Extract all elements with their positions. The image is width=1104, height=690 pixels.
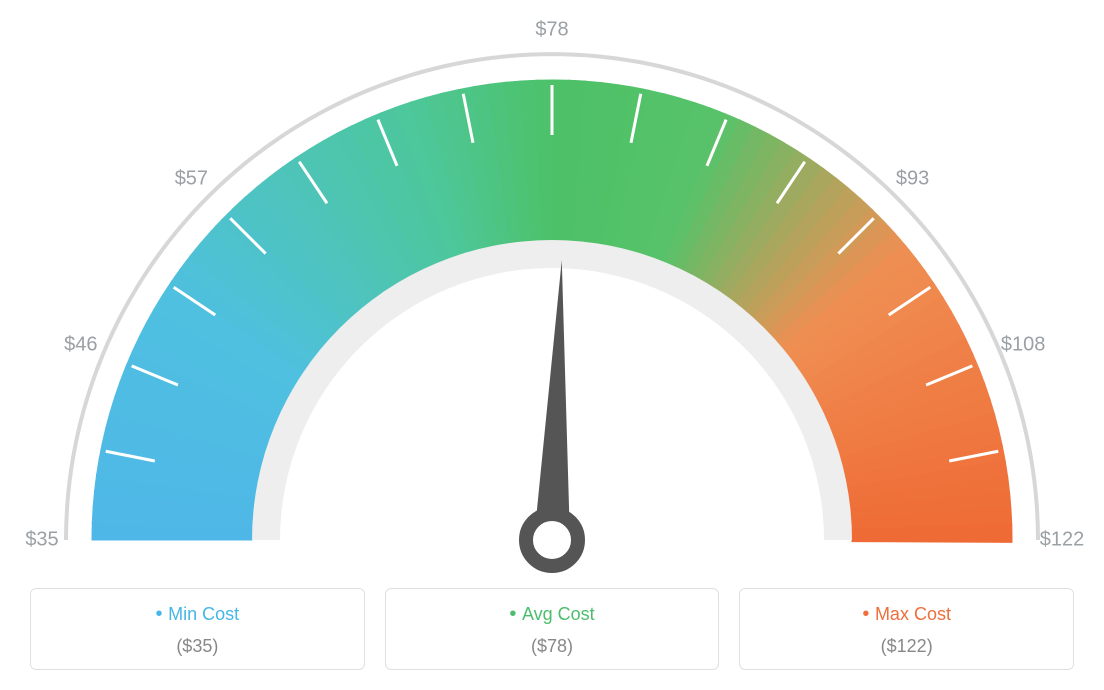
legend-row: Min Cost ($35) Avg Cost ($78) Max Cost (… <box>30 588 1074 670</box>
cost-gauge-container: $35 $46 $57 $78 $93 $108 $122 Min Cost ($35) A… <box>0 0 1104 690</box>
gauge-tick-label: $46 <box>64 333 97 356</box>
gauge-chart: $35 $46 $57 $78 $93 $108 $122 <box>0 0 1104 580</box>
legend-max-label: Max Cost <box>748 603 1065 626</box>
legend-avg-value: ($78) <box>394 636 711 657</box>
legend-max-value: ($122) <box>748 636 1065 657</box>
gauge-svg <box>0 0 1104 580</box>
legend-min-cost: Min Cost ($35) <box>30 588 365 670</box>
gauge-tick-label: $93 <box>896 168 929 191</box>
gauge-tick-label: $122 <box>1040 529 1085 552</box>
legend-min-label: Min Cost <box>39 603 356 626</box>
gauge-tick-label: $78 <box>535 19 568 42</box>
gauge-tick-label: $57 <box>175 168 208 191</box>
legend-min-value: ($35) <box>39 636 356 657</box>
gauge-tick-label: $108 <box>1001 333 1046 356</box>
gauge-tick-label: $35 <box>25 529 58 552</box>
legend-avg-label: Avg Cost <box>394 603 711 626</box>
legend-avg-cost: Avg Cost ($78) <box>385 588 720 670</box>
gauge-needle <box>534 260 570 540</box>
gauge-needle-hub <box>526 514 578 566</box>
legend-max-cost: Max Cost ($122) <box>739 588 1074 670</box>
